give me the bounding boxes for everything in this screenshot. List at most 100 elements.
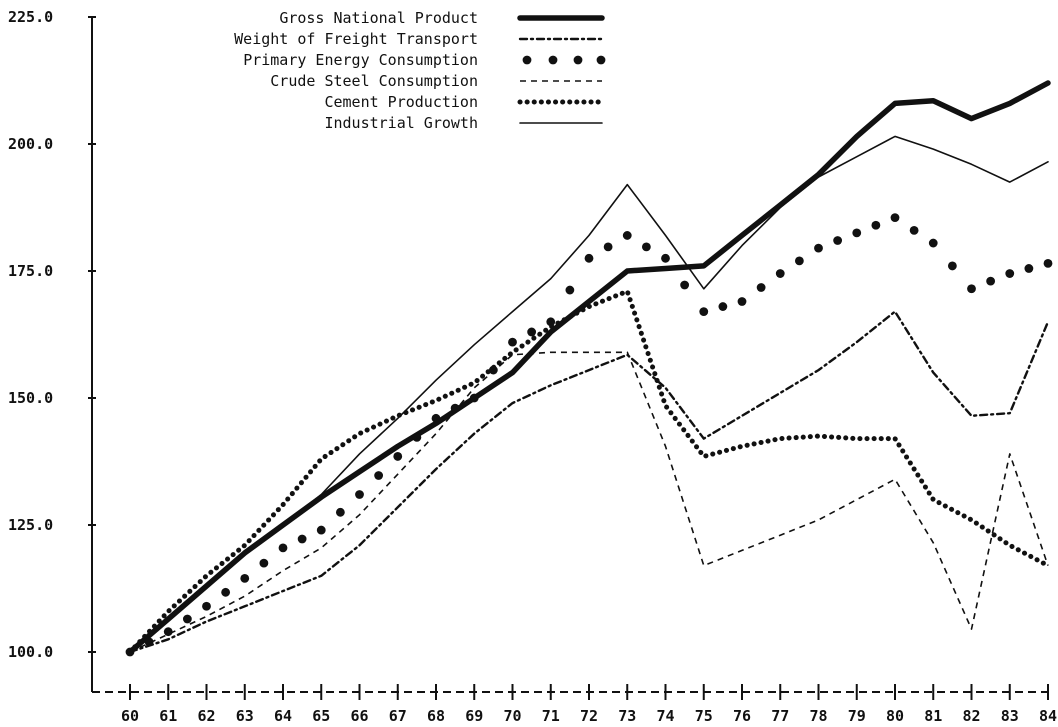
x-tick-label: 84 [1039, 707, 1057, 725]
series-line [129, 351, 1049, 653]
series-4 [129, 351, 1049, 653]
data-point [508, 337, 517, 347]
data-point [297, 534, 307, 544]
x-tick-label: 63 [236, 707, 254, 725]
series-2 [128, 310, 1050, 654]
data-point [527, 327, 537, 337]
data-point [374, 471, 384, 480]
data-point [622, 231, 632, 240]
data-point [393, 452, 403, 461]
y-tick-label: 125.0 [8, 516, 53, 534]
series-6 [129, 135, 1049, 653]
data-point [814, 243, 823, 253]
data-point [450, 403, 460, 413]
data-point [202, 601, 211, 611]
x-tick-label: 71 [542, 707, 560, 725]
data-point [316, 525, 326, 535]
y-tick-label: 100.0 [8, 643, 53, 661]
series-5 [127, 288, 1051, 655]
x-tick-label: 60 [121, 707, 139, 725]
data-point [794, 256, 804, 266]
x-tick-label: 73 [618, 707, 636, 725]
data-point [603, 242, 613, 252]
data-point [221, 587, 231, 597]
data-point [986, 276, 996, 286]
legend: Gross National Product Weight of Freight … [234, 9, 606, 132]
data-point [565, 285, 575, 295]
x-tick-label: 64 [274, 707, 292, 725]
data-point [182, 614, 192, 624]
data-point [852, 228, 862, 238]
x-tick-label: 76 [733, 707, 751, 725]
x-tick-label: 66 [350, 707, 368, 725]
data-point [335, 507, 345, 517]
x-tick-label: 68 [427, 707, 445, 725]
x-tick-label: 82 [962, 707, 980, 725]
x-tick-label: 65 [312, 707, 330, 725]
series-line [127, 288, 1051, 655]
x-tick-label: 69 [465, 707, 483, 725]
legend-label: Industrial Growth [324, 114, 478, 132]
legend-label: Primary Energy Consumption [243, 51, 478, 69]
x-axis: 60 61 62 63 64 65 66 67 68 69 70 71 72 73 74 75 76 77 78 79… [92, 684, 1057, 725]
data-point [699, 307, 709, 317]
data-point [144, 637, 154, 647]
series-3 [125, 213, 1053, 657]
x-tick-label: 80 [886, 707, 904, 725]
legend-swatch-dot [548, 55, 558, 65]
series-line [128, 310, 1050, 654]
data-point [412, 432, 422, 442]
legend-swatch-dot [573, 55, 583, 65]
y-tick-label: 175.0 [8, 262, 53, 280]
x-tick-label: 72 [580, 707, 598, 725]
data-point [947, 261, 957, 271]
legend-label: Cement Production [324, 93, 478, 111]
data-point [163, 627, 173, 637]
legend-label: Crude Steel Consumption [270, 72, 478, 90]
data-point [680, 280, 690, 290]
plot-area [125, 80, 1053, 657]
series-line [127, 80, 1051, 655]
x-tick-label: 81 [924, 707, 942, 725]
data-point [584, 253, 594, 263]
data-point [1043, 258, 1053, 268]
data-point [240, 573, 250, 583]
data-point [756, 283, 766, 292]
series-line [129, 135, 1049, 653]
data-point [928, 238, 938, 248]
data-point [737, 297, 747, 306]
legend-label: Weight of Freight Transport [234, 30, 478, 48]
data-point [259, 558, 269, 568]
data-point [641, 242, 651, 252]
data-point [833, 236, 843, 245]
data-point [775, 269, 785, 278]
data-point [278, 543, 288, 553]
data-point [469, 393, 479, 403]
y-tick-label: 225.0 [8, 8, 53, 26]
y-tick-label: 200.0 [8, 135, 53, 153]
y-axis: 100.0 125.0 150.0 175.0 200.0 225.0 [8, 8, 96, 692]
data-point [718, 302, 728, 311]
x-tick-label: 78 [809, 707, 827, 725]
data-point [871, 220, 881, 230]
x-tick-label: 75 [695, 707, 713, 725]
data-point [967, 284, 976, 294]
x-tick-label: 77 [771, 707, 789, 725]
data-point [1005, 269, 1015, 278]
data-point [890, 213, 900, 223]
data-point [1024, 264, 1034, 273]
data-point [661, 253, 670, 263]
x-tick-label: 61 [159, 707, 177, 725]
y-tick-label: 150.0 [8, 389, 53, 407]
data-point [546, 317, 556, 327]
series-1 [127, 80, 1051, 655]
data-point [909, 225, 919, 235]
data-point [431, 413, 441, 423]
legend-label: Gross National Product [279, 9, 478, 27]
legend-swatch-dot [596, 55, 606, 65]
legend-swatch-dot [522, 55, 532, 65]
x-tick-label: 79 [848, 707, 866, 725]
x-tick-label: 74 [656, 707, 674, 725]
x-tick-label: 67 [389, 707, 407, 725]
